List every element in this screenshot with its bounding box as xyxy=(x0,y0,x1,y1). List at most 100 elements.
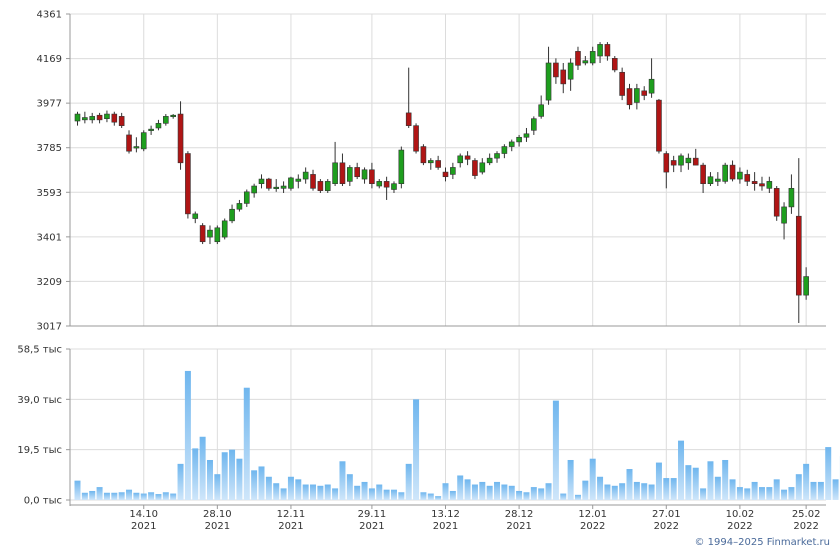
volume-tick-label: 39,0 тыс xyxy=(17,395,62,406)
candle-body xyxy=(795,215,802,296)
volume-bar xyxy=(81,492,88,500)
x-tick-label-year: 2021 xyxy=(506,521,531,532)
candle-body xyxy=(737,171,743,180)
volume-bar xyxy=(170,493,177,500)
volume-panel: 58,5 тыс 39,0 тыс 19,5 тыс 0,0 тыс xyxy=(17,345,840,507)
volume-bar xyxy=(736,487,743,500)
volume-bar xyxy=(111,492,118,500)
candle-body xyxy=(508,141,515,147)
candle-body xyxy=(133,146,140,149)
candle-body xyxy=(670,160,677,166)
candle-body xyxy=(376,181,383,187)
candle-body xyxy=(582,60,589,64)
volume-bar xyxy=(258,466,265,500)
volume-bar xyxy=(390,489,397,500)
candle-body xyxy=(751,181,758,184)
candle-body xyxy=(678,155,684,166)
candle-body xyxy=(229,208,235,222)
volume-bar xyxy=(74,480,81,500)
volume-bar xyxy=(126,489,133,500)
candle-body xyxy=(361,169,368,180)
candle-body xyxy=(155,123,162,129)
volume-bar xyxy=(251,470,258,500)
price-tick-label: 3593 xyxy=(37,188,62,199)
candle-body xyxy=(251,185,257,194)
candle-body xyxy=(634,88,640,103)
candle-body xyxy=(420,146,427,164)
volume-bar xyxy=(545,483,552,500)
price-tick-label: 3401 xyxy=(37,232,62,243)
candle-body xyxy=(111,113,118,123)
candle-body xyxy=(486,157,493,164)
candle-body xyxy=(140,132,147,150)
candle-body xyxy=(243,191,250,204)
candle-body xyxy=(619,71,625,96)
candle-body xyxy=(722,164,728,182)
price-tick-label: 4361 xyxy=(37,10,62,21)
volume-bar xyxy=(744,488,751,500)
candle-body xyxy=(626,88,633,106)
volume-bar xyxy=(361,481,368,500)
volume-bar xyxy=(803,463,810,500)
x-tick-label-year: 2021 xyxy=(278,521,303,532)
candle-body xyxy=(450,167,456,175)
volume-bar xyxy=(788,487,795,500)
price-panel: 4361 4169 3977 3785 3593 3401 3209 3017 xyxy=(37,10,826,333)
candle-body xyxy=(96,114,103,121)
x-tick-label-year: 2021 xyxy=(205,521,230,532)
candle-body xyxy=(700,164,706,184)
volume-bar xyxy=(236,458,243,500)
candle-body xyxy=(523,133,530,138)
candle-body xyxy=(759,183,765,187)
candle-body xyxy=(82,117,88,121)
volume-bar xyxy=(155,494,162,500)
x-tick-label-year: 2022 xyxy=(580,521,605,532)
candle-body xyxy=(773,188,780,217)
volume-bar xyxy=(177,463,184,500)
candle-body xyxy=(295,178,302,182)
candle-body xyxy=(236,203,243,210)
candle-body xyxy=(185,153,191,215)
volume-bar xyxy=(781,489,788,500)
candle-body xyxy=(104,113,110,119)
volume-bar xyxy=(376,484,383,500)
x-tick-label-date: 13.12 xyxy=(431,509,460,520)
x-tick-label-year: 2021 xyxy=(433,521,458,532)
volume-bar xyxy=(89,490,96,500)
candle-body xyxy=(501,146,508,154)
volume-bar xyxy=(832,479,839,500)
x-tick-label-year: 2022 xyxy=(727,521,752,532)
x-tick-label-year: 2022 xyxy=(654,521,679,532)
candle-body xyxy=(118,116,125,126)
candle-body xyxy=(729,164,736,180)
volume-bar xyxy=(501,484,508,500)
volume-bar xyxy=(221,452,228,500)
volume-bar xyxy=(273,483,280,500)
volume-bar xyxy=(339,461,346,500)
candle-body xyxy=(405,112,412,126)
volume-bar xyxy=(619,483,626,500)
price-tick-label: 3017 xyxy=(37,322,62,333)
volume-tick-label: 58,5 тыс xyxy=(17,345,62,356)
candle-body xyxy=(427,160,434,164)
candle-body xyxy=(383,181,390,188)
x-tick-label-year: 2022 xyxy=(793,521,818,532)
x-tick-label-date: 10.02 xyxy=(726,509,755,520)
volume-bar xyxy=(722,459,729,500)
x-tick-label-date: 28.12 xyxy=(505,509,534,520)
volume-bar xyxy=(420,492,427,500)
volume-bar xyxy=(317,485,324,500)
candle-body xyxy=(604,44,611,57)
volume-tick-label: 0,0 тыс xyxy=(24,496,62,507)
candle-body xyxy=(715,178,721,182)
candle-body xyxy=(354,167,360,178)
candle-body xyxy=(472,160,478,176)
candle-body xyxy=(611,58,618,71)
price-tick-label: 4169 xyxy=(37,54,62,65)
volume-bar xyxy=(103,492,110,500)
candle-body xyxy=(214,227,221,243)
volume-bar xyxy=(302,484,309,500)
candle-body xyxy=(170,114,176,118)
volume-bar xyxy=(449,490,456,500)
candle-body xyxy=(347,167,353,182)
